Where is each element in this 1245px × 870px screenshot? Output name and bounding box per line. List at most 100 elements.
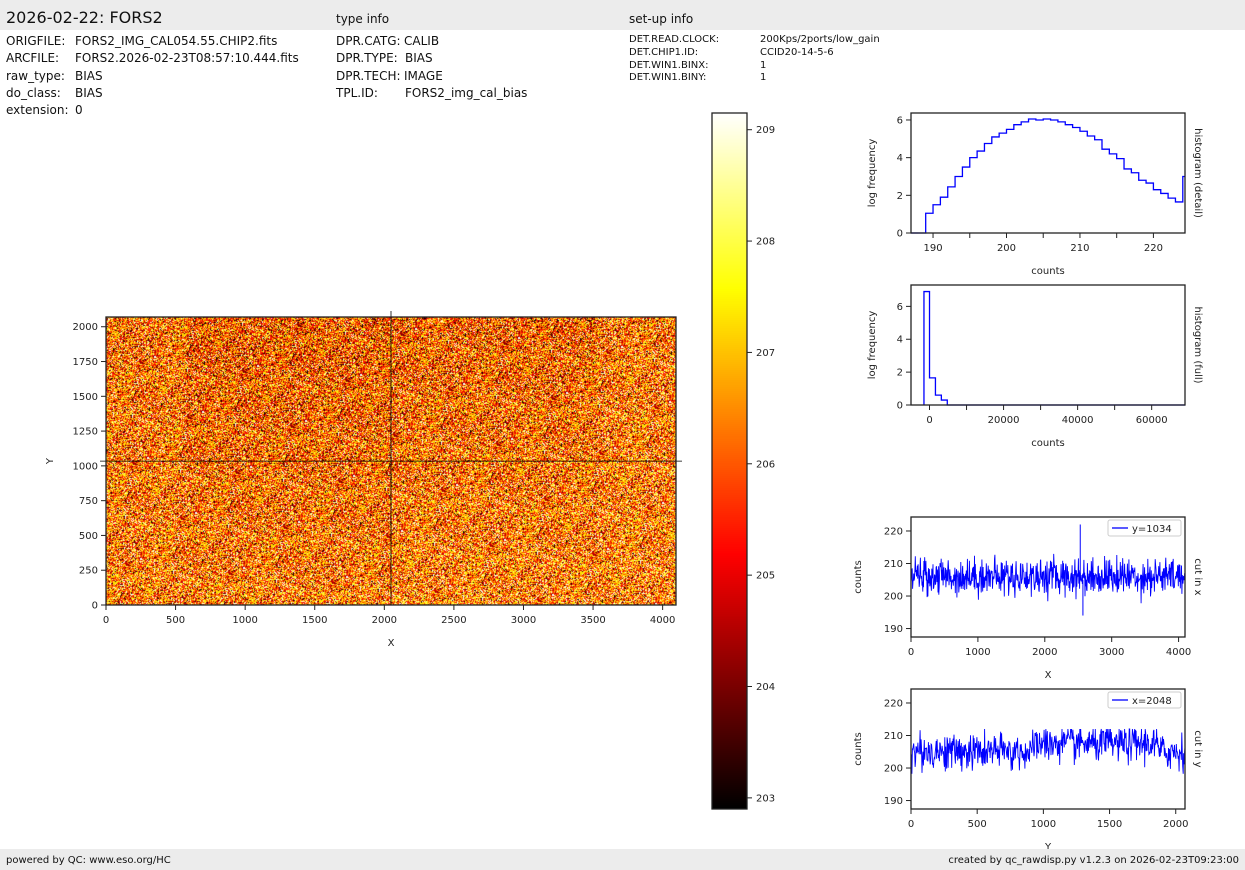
info-value: CALIB xyxy=(404,34,440,48)
hist_full-frame xyxy=(910,284,1186,406)
x-tick-label: 200 xyxy=(997,243,1016,254)
cut_x-frame xyxy=(910,516,1186,638)
x-tick-label: 0 xyxy=(926,415,932,426)
y-tick-label: 2000 xyxy=(73,322,98,333)
info-key: DPR.CATG: xyxy=(336,34,401,48)
footer-created-by: created by qc_rawdisp.py v1.2.3 on 2026-… xyxy=(948,855,1239,866)
page-title: 2026-02-22: FORS2 xyxy=(6,8,163,27)
info-value: 0 xyxy=(75,103,83,118)
x-tick-label: 40000 xyxy=(1062,415,1094,426)
x-axis-label: counts xyxy=(1031,438,1064,449)
colorbar-tick-label: 209 xyxy=(756,125,775,136)
info-value: BIAS xyxy=(75,68,103,83)
y-tick-label: 1750 xyxy=(73,357,98,368)
x-tick-label: 3500 xyxy=(580,615,605,626)
x-axis-label: X xyxy=(1045,670,1052,681)
y-tick-label: 0 xyxy=(92,601,98,612)
info-value: 200Kps/2ports/low_gain xyxy=(760,34,880,45)
info-key: DPR.TYPE: xyxy=(336,51,398,66)
x-axis-label: Y xyxy=(1044,842,1052,853)
y-tick-label: 220 xyxy=(884,698,903,709)
info-key: extension: xyxy=(6,103,69,118)
y-tick-label: 2 xyxy=(897,368,903,379)
y-tick-label: 1000 xyxy=(73,461,98,472)
image-frame xyxy=(105,316,677,606)
x-tick-label: 500 xyxy=(166,615,185,626)
y-tick-label: 210 xyxy=(884,559,903,570)
info-value: 1 xyxy=(760,59,767,71)
x-tick-label: 20000 xyxy=(988,415,1020,426)
x-tick-label: 3000 xyxy=(511,615,536,626)
x-tick-label: 4000 xyxy=(650,615,675,626)
y-tick-label: 190 xyxy=(884,796,903,807)
y-tick-label: 200 xyxy=(884,592,903,603)
header-bar xyxy=(0,0,1245,30)
y-tick-label: 1250 xyxy=(73,427,98,438)
x-tick-label: 0 xyxy=(908,647,914,658)
y-axis-label: counts xyxy=(853,732,864,765)
colorbar-tick-label: 208 xyxy=(756,237,775,248)
info-key: DET.WIN1.BINY: xyxy=(629,72,707,84)
x-tick-label: 1500 xyxy=(1097,819,1122,830)
x-tick-label: 2000 xyxy=(1163,819,1188,830)
info-key: ORIGFILE: xyxy=(6,34,66,48)
colorbar-tick-label: 207 xyxy=(756,348,775,359)
type-info-heading: type info xyxy=(336,12,390,26)
x-tick-label: 0 xyxy=(103,615,109,626)
colorbar-tick-label: 205 xyxy=(756,571,775,582)
info-key: ARCFILE: xyxy=(6,51,60,66)
legend-box xyxy=(1107,691,1182,709)
colorbar-gradient xyxy=(712,113,747,809)
y-tick-label: 0 xyxy=(897,229,903,240)
info-value: BIAS xyxy=(75,85,103,100)
info-value: FORS2_img_cal_bias xyxy=(405,85,528,100)
y-tick-label: 200 xyxy=(884,764,903,775)
y-tick-label: 750 xyxy=(79,496,98,507)
y-axis-label: Y xyxy=(45,457,56,465)
x-tick-label: 2500 xyxy=(441,615,466,626)
cut-line xyxy=(910,553,1186,604)
info-value: 1 xyxy=(760,72,767,84)
y-axis-label: log frequency xyxy=(867,311,878,380)
x-tick-label: 190 xyxy=(923,243,942,254)
right-title: cut in y xyxy=(1192,730,1203,767)
info-key: DET.WIN1.BINX: xyxy=(629,59,709,71)
y-tick-label: 0 xyxy=(897,401,903,412)
info-key: DET.CHIP1.ID: xyxy=(629,46,699,58)
legend-label: x=2048 xyxy=(1132,696,1172,707)
hist_detail-frame xyxy=(910,112,1186,234)
y-tick-label: 500 xyxy=(79,531,98,542)
x-tick-label: 1000 xyxy=(1031,819,1056,830)
x-tick-label: 0 xyxy=(908,819,914,830)
x-axis-label: counts xyxy=(1031,266,1064,277)
x-tick-label: 60000 xyxy=(1136,415,1168,426)
x-tick-label: 1000 xyxy=(232,615,257,626)
y-tick-label: 210 xyxy=(884,731,903,742)
colorbar-frame xyxy=(711,112,748,810)
info-key: do_class: xyxy=(6,85,61,100)
footer-bar xyxy=(0,849,1245,870)
colorbar-tick-label: 204 xyxy=(756,682,775,693)
x-tick-label: 210 xyxy=(1070,243,1089,254)
x-tick-label: 500 xyxy=(968,819,987,830)
right-title: histogram (detail) xyxy=(1192,128,1203,218)
x-tick-label: 4000 xyxy=(1166,647,1191,658)
right-title: histogram (full) xyxy=(1192,306,1203,383)
footer-powered-by: powered by QC: www.eso.org/HC xyxy=(6,855,171,866)
x-tick-label: 2000 xyxy=(372,615,397,626)
y-tick-label: 4 xyxy=(897,335,903,346)
colorbar-tick-label: 203 xyxy=(756,793,775,804)
colorbar-tick-label: 206 xyxy=(756,459,775,470)
cut-line xyxy=(910,728,1186,774)
histogram-full-line xyxy=(923,290,1185,406)
y-tick-label: 250 xyxy=(79,566,98,577)
y-tick-label: 1500 xyxy=(73,392,98,403)
info-key: raw_type: xyxy=(6,68,65,83)
histogram-detail-line xyxy=(918,118,1185,234)
cut_y-frame xyxy=(910,688,1186,810)
legend-label: y=1034 xyxy=(1132,524,1172,535)
y-tick-label: 220 xyxy=(884,526,903,537)
info-value: CCID20-14-5-6 xyxy=(760,46,834,58)
y-tick-label: 6 xyxy=(897,115,903,126)
